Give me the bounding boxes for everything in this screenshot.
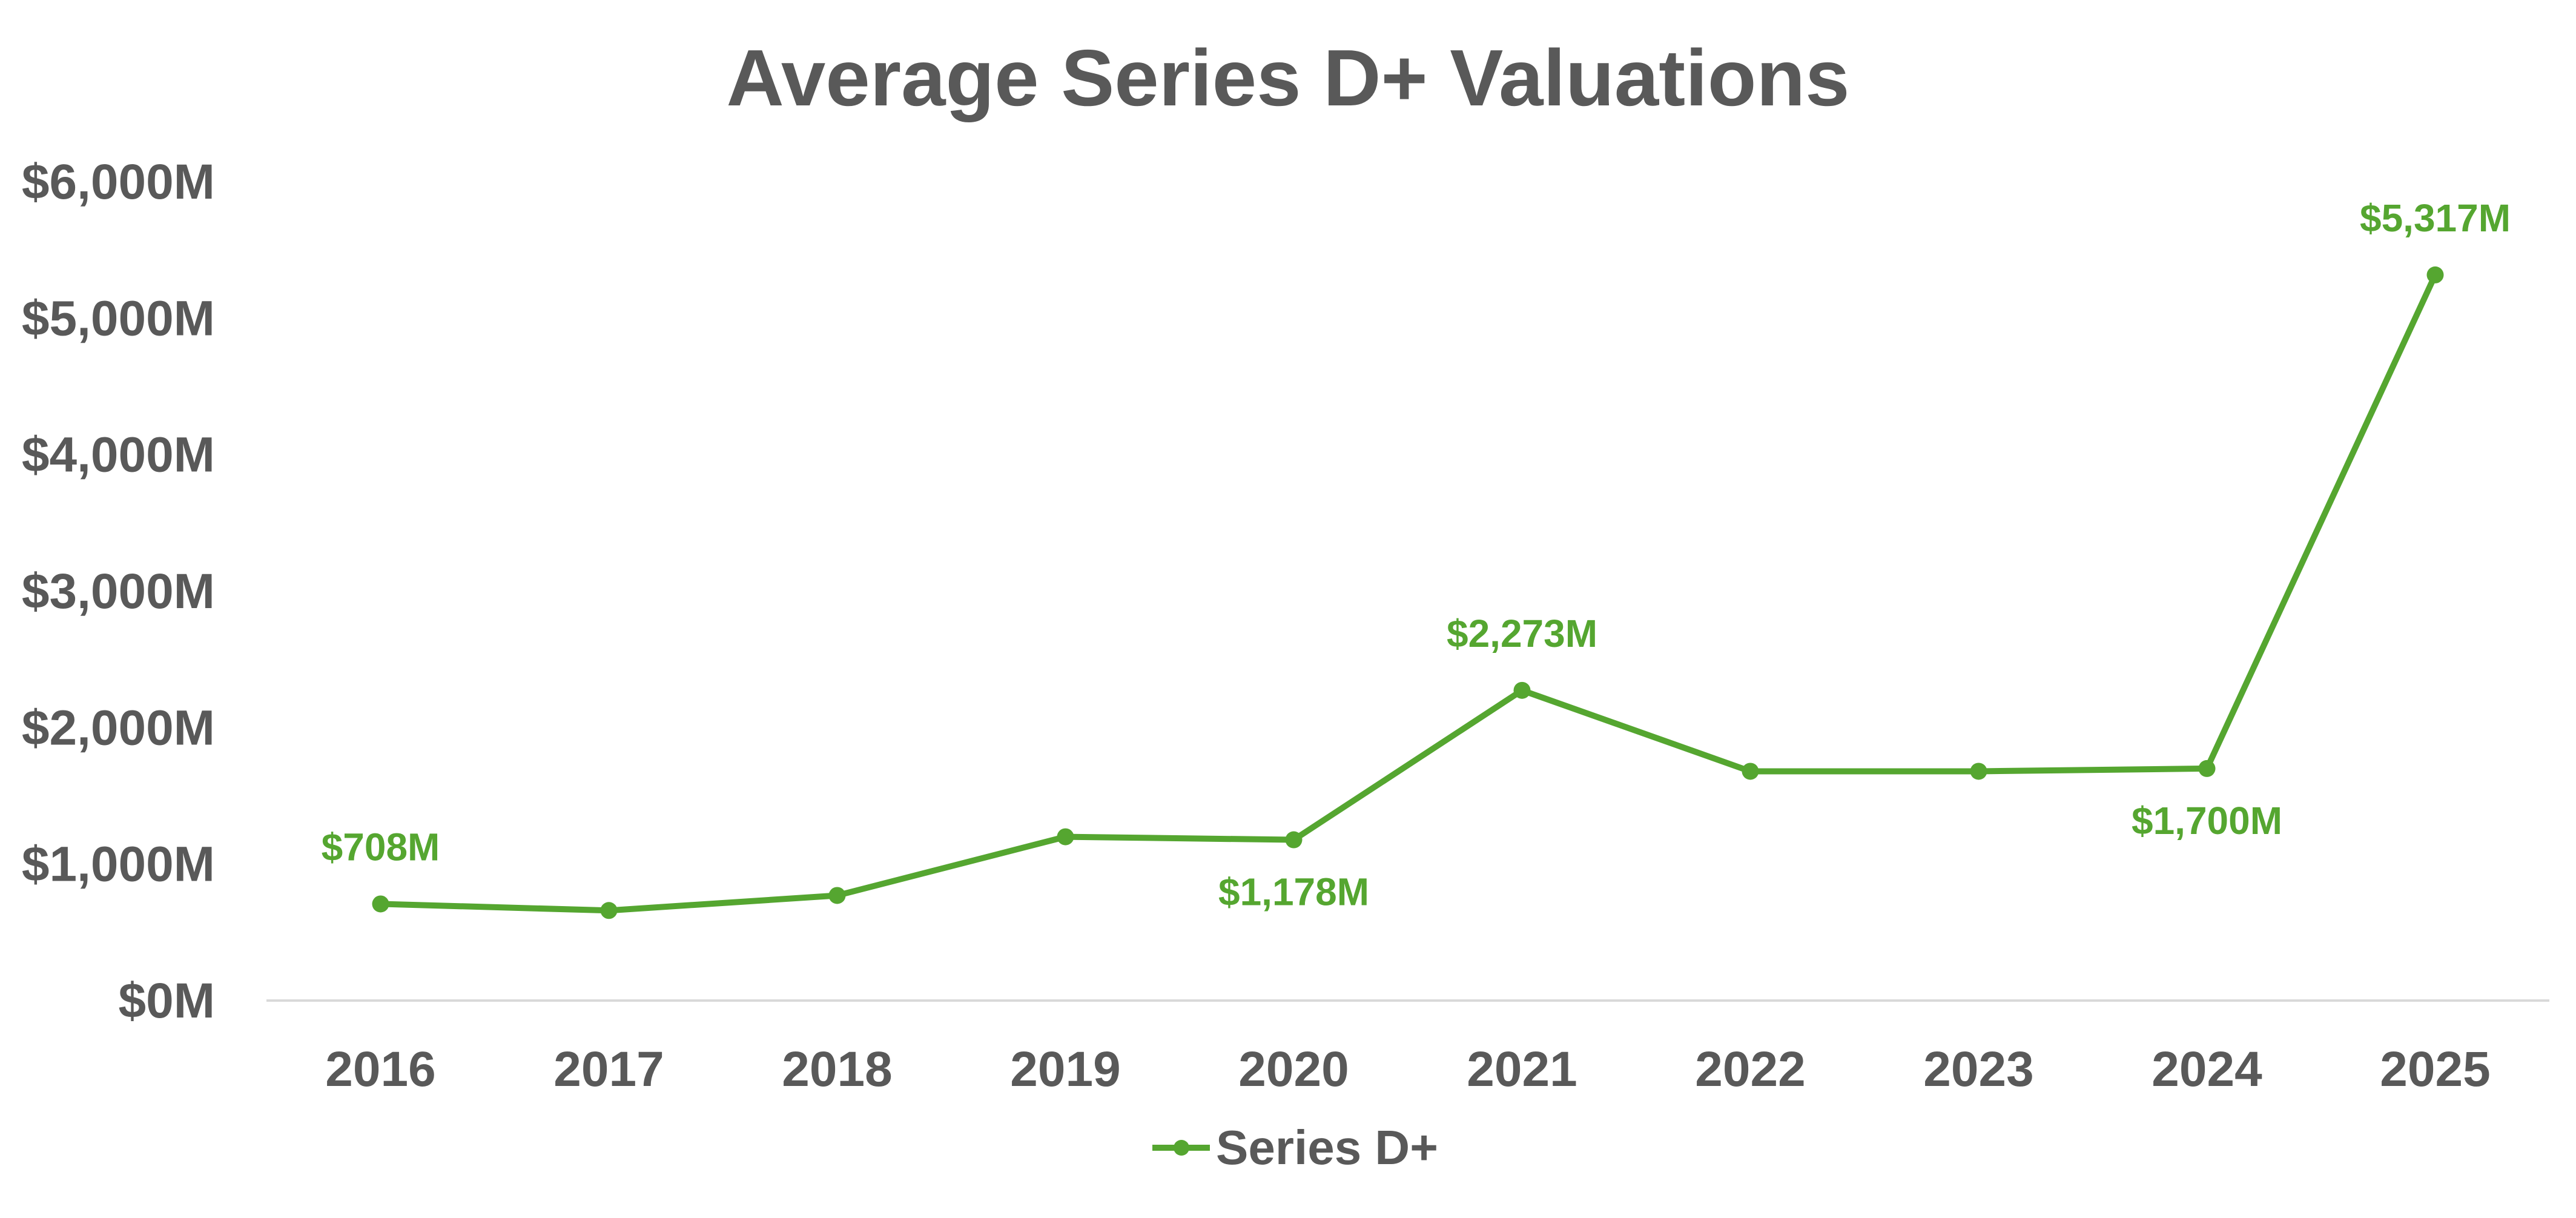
- x-tick-label: 2021: [1467, 1042, 1577, 1097]
- y-tick-label: $1,000M: [22, 837, 215, 892]
- data-point[interactable]: [828, 887, 846, 904]
- data-point[interactable]: [2426, 266, 2444, 283]
- y-tick-label: $2,000M: [22, 700, 215, 755]
- series-line: [377, 271, 2439, 914]
- data-point[interactable]: [600, 902, 618, 919]
- data-point[interactable]: [372, 895, 389, 913]
- x-tick-label: 2025: [2380, 1042, 2490, 1097]
- chart-title: Average Series D+ Valuations: [726, 33, 1849, 122]
- x-axis: 2016 2017 2018 2019 2020 2021 2022 2023 2024 2025: [266, 999, 2549, 1097]
- data-label: $5,317M: [2360, 196, 2511, 240]
- x-tick-label: 2018: [782, 1042, 892, 1097]
- x-tick-label: 2016: [325, 1042, 435, 1097]
- y-tick-label: $6,000M: [22, 154, 215, 210]
- data-point[interactable]: [1513, 681, 1531, 699]
- y-tick-label: $5,000M: [22, 291, 215, 346]
- data-label: $1,700M: [2132, 799, 2282, 842]
- y-tick-label: $3,000M: [22, 564, 215, 619]
- legend[interactable]: Series D+: [1152, 1120, 1438, 1174]
- x-tick-label: 2019: [1010, 1042, 1120, 1097]
- y-axis: $0M $1,000M $2,000M $3,000M $4,000M $5,000M $6…: [22, 154, 215, 1028]
- y-tick-label: $4,000M: [22, 428, 215, 483]
- legend-label: Series D+: [1216, 1120, 1438, 1174]
- x-tick-label: 2023: [1923, 1042, 2033, 1097]
- data-point[interactable]: [2198, 760, 2216, 777]
- legend-point-marker: [1174, 1140, 1189, 1156]
- x-tick-label: 2024: [2152, 1042, 2262, 1097]
- data-point[interactable]: [1285, 831, 1303, 849]
- data-point[interactable]: [1970, 763, 1987, 780]
- data-label: $708M: [322, 825, 440, 869]
- data-label: $2,273M: [1447, 612, 1597, 655]
- plot-area: $708M $1,178M $2,273M $1,700M $5,317M: [322, 196, 2511, 919]
- data-point[interactable]: [1742, 763, 1759, 780]
- y-tick-label: $0M: [118, 973, 215, 1028]
- data-point[interactable]: [1057, 828, 1074, 846]
- x-tick-label: 2017: [553, 1042, 664, 1097]
- x-tick-label: 2022: [1695, 1042, 1805, 1097]
- x-tick-label: 2020: [1238, 1042, 1349, 1097]
- data-label: $1,178M: [1218, 870, 1369, 914]
